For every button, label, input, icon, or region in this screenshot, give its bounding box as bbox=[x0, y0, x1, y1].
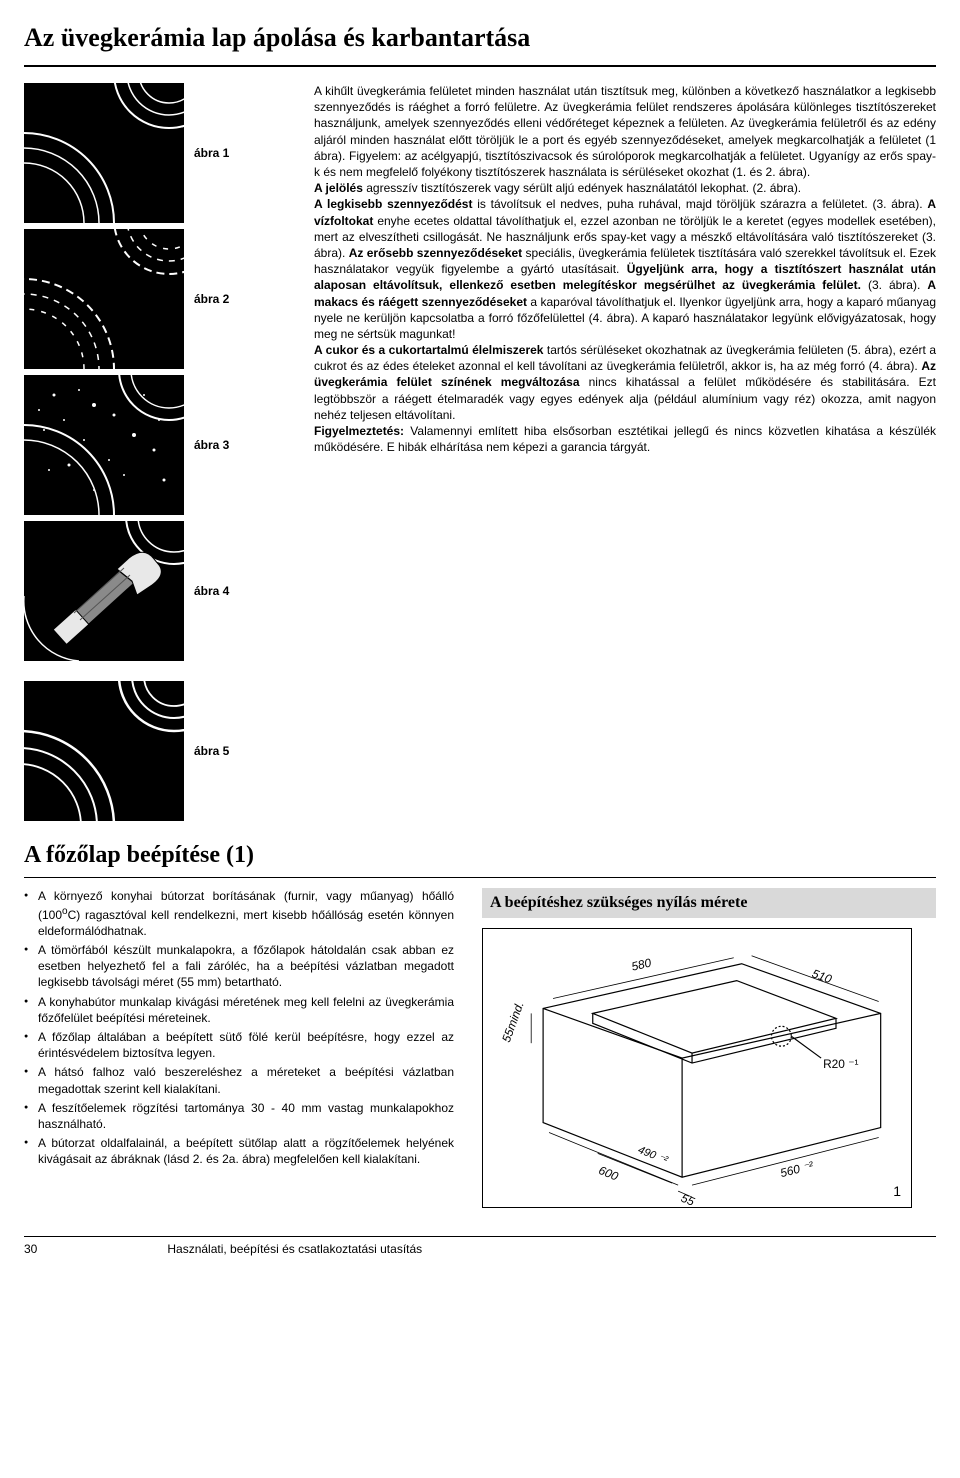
list-item: A környező konyhai bútorzat borításának … bbox=[24, 888, 454, 939]
body-bold: A legkisebb szennyeződést bbox=[314, 197, 472, 211]
list-text: C) ragasztóval kell rendelkezni, mert ki… bbox=[38, 908, 454, 938]
diagram-subtitle: A beépítéshez szükséges nyílás mérete bbox=[482, 888, 936, 918]
figure-4-label: ábra 4 bbox=[194, 583, 229, 599]
diagram-number: 1 bbox=[893, 1182, 901, 1201]
dim-label: 580 bbox=[630, 956, 653, 974]
dim-label: 510 bbox=[810, 966, 834, 986]
body-text: A kihűlt üvegkerámia felületet minden ha… bbox=[314, 83, 936, 661]
body-bold: A jelölés bbox=[314, 181, 363, 195]
figure-2-image bbox=[24, 229, 184, 369]
page-footer: 30 Használati, beépítési és csatlakoztat… bbox=[24, 1236, 936, 1267]
dim-label: R20 ⁻¹ bbox=[823, 1057, 858, 1071]
dim-label: 55 bbox=[679, 1191, 697, 1207]
list-item: A feszítőelemek rögzítési tartománya 30 … bbox=[24, 1100, 454, 1132]
figure-1-label: ábra 1 bbox=[194, 145, 229, 161]
body-span: agresszív tisztítószerek vagy sérült alj… bbox=[363, 181, 801, 195]
figure-1-image bbox=[24, 83, 184, 223]
dim-label: 600 bbox=[597, 1163, 621, 1184]
figure-5-label: ábra 5 bbox=[194, 743, 229, 759]
list-item: A hátsó falhoz való beszereléshez a mére… bbox=[24, 1064, 454, 1096]
figure-column: ábra 1 ábra 2 bbox=[24, 83, 284, 661]
list-item: A konyhabútor munkalap kivágási méreténe… bbox=[24, 994, 454, 1026]
body-span: Valamennyi említett hiba elsősorban eszt… bbox=[314, 424, 936, 454]
figure-5-row: ábra 5 bbox=[24, 681, 284, 821]
list-item: A tömörfából készült munkalapokra, a főz… bbox=[24, 942, 454, 991]
diagram-column: A beépítéshez szükséges nyílás mérete bbox=[482, 888, 936, 1208]
dim-label: 490 ⁻² bbox=[636, 1144, 669, 1167]
body-bold: A cukor és a cukortartalmú élelmiszerek bbox=[314, 343, 543, 357]
cutout-diagram: 580 510 55mind. 600 490 ⁻² 55 560 ⁻² R20… bbox=[482, 928, 912, 1208]
dim-label: 55mind. bbox=[499, 1000, 527, 1045]
figure-2-label: ábra 2 bbox=[194, 291, 229, 307]
figure-1-row: ábra 1 bbox=[24, 83, 284, 223]
body-bold: Figyelmeztetés: bbox=[314, 424, 404, 438]
figure-4-row: ábra 4 bbox=[24, 521, 284, 661]
title-rule bbox=[24, 65, 936, 67]
bottom-section: A környező konyhai bútorzat borításának … bbox=[24, 888, 936, 1208]
list-item: A bútorzat oldalfalainál, a beépített sü… bbox=[24, 1135, 454, 1167]
section-2-rule bbox=[24, 877, 936, 878]
top-section: ábra 1 ábra 2 bbox=[24, 83, 936, 661]
figure-5-section: ábra 5 bbox=[24, 681, 936, 821]
page-title: Az üvegkerámia lap ápolása és karbantart… bbox=[24, 20, 936, 55]
page-number: 30 bbox=[24, 1241, 37, 1257]
body-bold: Az erősebb szennyeződéseket bbox=[349, 246, 522, 260]
body-span: (3. ábra). bbox=[861, 278, 927, 292]
body-span: is távolítsuk el nedves, puha ruhával, m… bbox=[472, 197, 927, 211]
figure-5-image bbox=[24, 681, 184, 821]
figure-4-image bbox=[24, 521, 184, 661]
section-2-title: A főzőlap beépítése (1) bbox=[24, 839, 936, 871]
body-span: A kihűlt üvegkerámia felületet minden ha… bbox=[314, 84, 936, 179]
figure-3-row: ábra 3 bbox=[24, 375, 284, 515]
figure-3-image bbox=[24, 375, 184, 515]
list-item: A főzőlap általában a beépített sütő föl… bbox=[24, 1029, 454, 1061]
footer-text: Használati, beépítési és csatlakoztatási… bbox=[167, 1241, 422, 1257]
figure-3-label: ábra 3 bbox=[194, 437, 229, 453]
figure-2-row: ábra 2 bbox=[24, 229, 284, 369]
bullet-list: A környező konyhai bútorzat borításának … bbox=[24, 888, 454, 1208]
